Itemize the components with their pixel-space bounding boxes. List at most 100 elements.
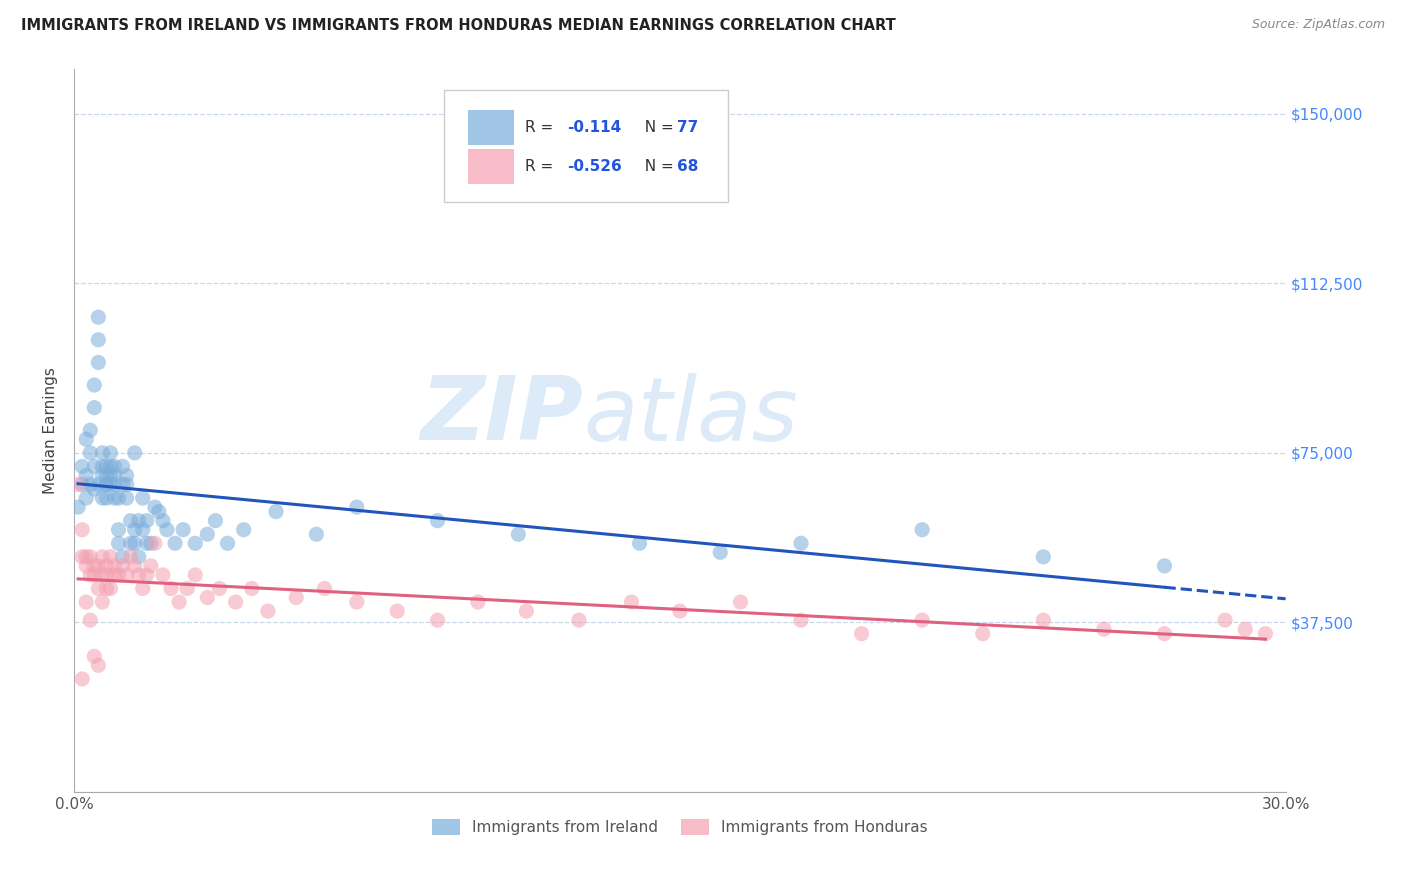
Text: 68: 68 — [678, 159, 699, 174]
Point — [132, 523, 155, 537]
Point — [79, 613, 101, 627]
Point — [103, 477, 125, 491]
Point — [568, 613, 591, 627]
Point — [139, 558, 162, 573]
Point — [152, 568, 174, 582]
Point — [143, 536, 166, 550]
Point — [709, 545, 731, 559]
Point — [225, 595, 247, 609]
Point — [156, 523, 179, 537]
Point — [67, 500, 90, 515]
Legend: Immigrants from Ireland, Immigrants from Honduras: Immigrants from Ireland, Immigrants from… — [433, 819, 928, 835]
Point — [107, 523, 129, 537]
Point — [96, 459, 118, 474]
Point — [135, 514, 157, 528]
Text: N =: N = — [636, 159, 679, 174]
Text: IMMIGRANTS FROM IRELAND VS IMMIGRANTS FROM HONDURAS MEDIAN EARNINGS CORRELATION : IMMIGRANTS FROM IRELAND VS IMMIGRANTS FR… — [21, 18, 896, 33]
Point — [1213, 613, 1236, 627]
Point — [79, 423, 101, 437]
Point — [730, 595, 752, 609]
Point — [79, 477, 101, 491]
Point — [111, 549, 134, 564]
Point — [100, 477, 122, 491]
FancyBboxPatch shape — [468, 149, 513, 184]
Point — [314, 582, 336, 596]
Point — [75, 468, 97, 483]
Point — [96, 477, 118, 491]
Point — [70, 549, 93, 564]
Point — [426, 514, 449, 528]
Point — [100, 446, 122, 460]
Point — [1153, 558, 1175, 573]
Text: -0.526: -0.526 — [567, 159, 621, 174]
Point — [91, 595, 114, 609]
Point — [184, 536, 207, 550]
Point — [1092, 622, 1115, 636]
Point — [346, 500, 368, 515]
Point — [135, 536, 157, 550]
Point — [508, 527, 530, 541]
Point — [83, 459, 105, 474]
FancyBboxPatch shape — [468, 111, 513, 145]
Point — [128, 568, 150, 582]
Point — [87, 355, 110, 369]
Point — [96, 491, 118, 505]
Point — [91, 446, 114, 460]
FancyBboxPatch shape — [444, 90, 728, 202]
Point — [143, 500, 166, 515]
Point — [124, 446, 146, 460]
Point — [103, 491, 125, 505]
Point — [1032, 549, 1054, 564]
Point — [103, 459, 125, 474]
Point — [79, 549, 101, 564]
Point — [103, 468, 125, 483]
Point — [120, 536, 142, 550]
Point — [195, 527, 218, 541]
Point — [67, 477, 90, 491]
Point — [96, 558, 118, 573]
Point — [972, 626, 994, 640]
Point — [257, 604, 280, 618]
Point — [91, 491, 114, 505]
Point — [111, 477, 134, 491]
Point — [426, 613, 449, 627]
Point — [70, 523, 93, 537]
Text: R =: R = — [524, 120, 558, 136]
Point — [385, 604, 408, 618]
Point — [100, 549, 122, 564]
Point — [620, 595, 643, 609]
Point — [208, 582, 231, 596]
Point — [91, 549, 114, 564]
Point — [1153, 626, 1175, 640]
Point — [115, 477, 138, 491]
Point — [184, 568, 207, 582]
Point — [115, 568, 138, 582]
Point — [167, 595, 190, 609]
Point — [91, 459, 114, 474]
Point — [87, 558, 110, 573]
Point — [160, 582, 183, 596]
Point — [204, 514, 226, 528]
Point — [120, 549, 142, 564]
Point — [790, 536, 813, 550]
Point — [83, 401, 105, 415]
Point — [100, 582, 122, 596]
Point — [152, 514, 174, 528]
Text: ZIP: ZIP — [420, 372, 583, 459]
Text: R =: R = — [524, 159, 558, 174]
Point — [1032, 613, 1054, 627]
Point — [851, 626, 873, 640]
Point — [87, 310, 110, 325]
Point — [107, 491, 129, 505]
Point — [91, 568, 114, 582]
Point — [135, 568, 157, 582]
Point — [103, 568, 125, 582]
Point — [111, 459, 134, 474]
Point — [176, 582, 198, 596]
Point — [87, 333, 110, 347]
Text: 77: 77 — [678, 120, 699, 136]
Point — [83, 378, 105, 392]
Point — [232, 523, 254, 537]
Point — [124, 558, 146, 573]
Point — [75, 432, 97, 446]
